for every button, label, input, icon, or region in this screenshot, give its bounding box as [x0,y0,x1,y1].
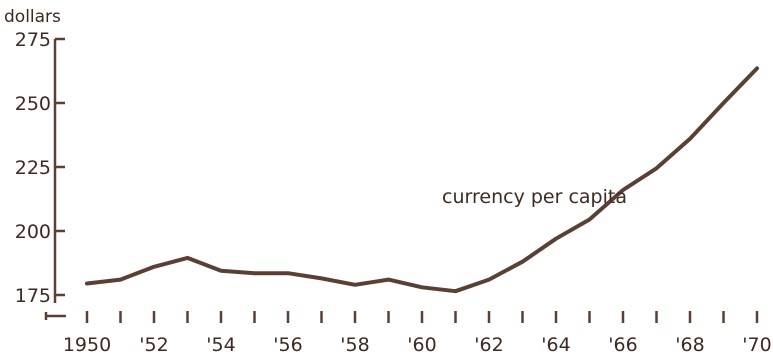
y-tick-label: 200 [15,221,51,243]
y-tick-label: 225 [15,157,51,179]
series-line [85,66,759,294]
x-tick-label: '60 [407,334,436,356]
y-tick-label: 175 [15,285,51,307]
y-axis-break [44,312,66,320]
series-annotation: currency per capita [442,186,627,208]
axes [44,37,759,323]
x-tick-label: 1950 [63,334,111,356]
x-tick-label: '54 [206,334,235,356]
x-tick-label: '58 [340,334,369,356]
x-tick-label: '56 [273,334,302,356]
x-tick-label: '66 [608,334,637,356]
x-tick-label: '70 [742,334,771,356]
series-layer [85,66,759,294]
x-tick-label: '68 [675,334,704,356]
x-tick-label: '62 [474,334,503,356]
y-tick-label: 250 [15,93,51,115]
y-axis-unit-label: dollars [4,7,61,27]
x-tick-label: '64 [541,334,570,356]
x-tick-label: '52 [139,334,168,356]
y-tick-label: 275 [15,29,51,51]
